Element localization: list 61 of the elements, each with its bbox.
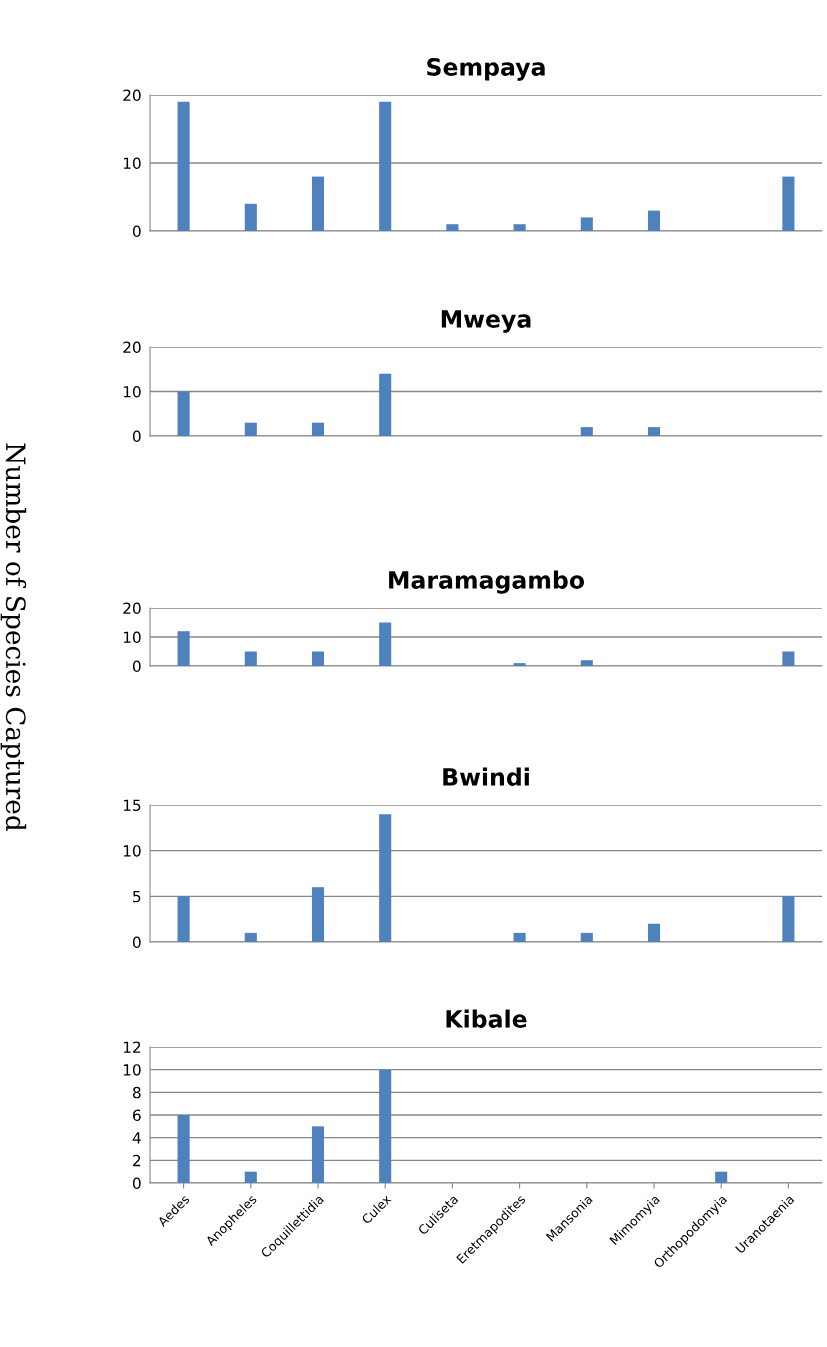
y-tick-label: 6 xyxy=(133,1109,141,1122)
bar xyxy=(379,814,392,942)
bar xyxy=(244,203,257,231)
y-tick-label: 2 xyxy=(133,1154,141,1167)
bar xyxy=(513,932,526,942)
bar xyxy=(379,622,392,666)
bar xyxy=(647,210,661,231)
y-tick-label: 4 xyxy=(132,1132,141,1144)
bar xyxy=(177,631,190,666)
y-tick-label: 20 xyxy=(123,341,141,354)
bar xyxy=(446,224,459,231)
bar xyxy=(379,1069,392,1183)
y-tick-label: 10 xyxy=(123,385,141,398)
bar xyxy=(782,651,795,666)
bar xyxy=(580,217,593,231)
bar xyxy=(177,1115,190,1183)
bar xyxy=(311,887,325,942)
bar xyxy=(311,176,325,231)
chart-title: Mweya xyxy=(441,310,531,333)
bar xyxy=(311,422,325,436)
bar xyxy=(715,1171,728,1183)
y-tick-label: 5 xyxy=(133,891,141,903)
bar xyxy=(244,651,257,666)
y-axis-title: Number of Species Captured xyxy=(0,443,27,831)
chart-title: Bwindi xyxy=(443,767,529,786)
y-tick-label: 0 xyxy=(132,225,141,238)
y-tick-label: 10 xyxy=(123,1064,141,1076)
y-tick-label: 0 xyxy=(132,1177,141,1190)
y-tick-label: 10 xyxy=(123,631,141,644)
bar xyxy=(379,101,392,231)
bar xyxy=(513,224,526,231)
bar xyxy=(244,422,257,436)
chart-title: Maramagambo xyxy=(389,570,585,594)
chart-title: Sempaya xyxy=(427,58,545,81)
bar xyxy=(244,1171,257,1183)
chart-title: Kibale xyxy=(446,1009,527,1028)
y-tick-label: 12 xyxy=(123,1041,141,1053)
bar xyxy=(513,663,526,666)
bar xyxy=(379,373,392,436)
y-tick-label: 0 xyxy=(132,660,141,673)
y-tick-label: 0 xyxy=(132,936,141,949)
bar xyxy=(580,660,593,666)
bar xyxy=(782,896,795,942)
y-tick-label: 8 xyxy=(132,1086,141,1099)
bar xyxy=(580,427,593,436)
y-tick-label: 10 xyxy=(123,157,141,170)
y-tick-label: 15 xyxy=(123,799,141,812)
bar xyxy=(647,427,661,436)
bar xyxy=(311,651,325,666)
y-tick-label: 10 xyxy=(123,845,141,857)
bar xyxy=(311,1126,325,1183)
y-tick-label: 0 xyxy=(132,430,141,443)
bar xyxy=(244,932,257,942)
bar xyxy=(647,923,661,942)
bar xyxy=(580,932,593,942)
bar xyxy=(177,391,190,436)
y-tick-label: 20 xyxy=(123,89,141,102)
bar xyxy=(177,896,190,942)
y-tick-label: 20 xyxy=(123,602,141,615)
bar xyxy=(782,176,795,231)
bar xyxy=(177,101,190,231)
